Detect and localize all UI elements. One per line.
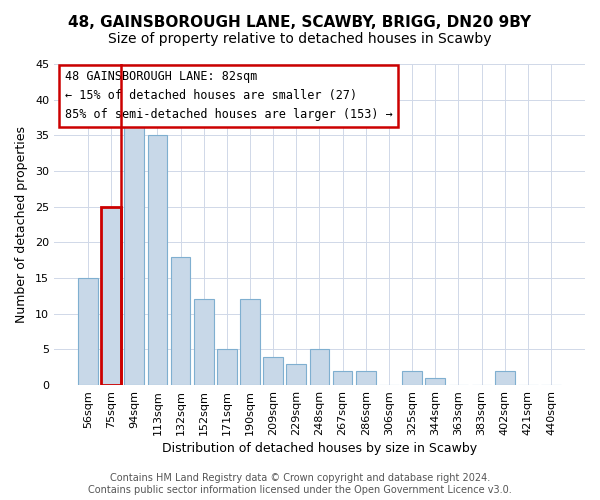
X-axis label: Distribution of detached houses by size in Scawby: Distribution of detached houses by size … — [162, 442, 477, 455]
Text: 48, GAINSBOROUGH LANE, SCAWBY, BRIGG, DN20 9BY: 48, GAINSBOROUGH LANE, SCAWBY, BRIGG, DN… — [68, 15, 532, 30]
Bar — [194, 300, 214, 385]
Bar — [356, 371, 376, 385]
Text: Size of property relative to detached houses in Scawby: Size of property relative to detached ho… — [108, 32, 492, 46]
Bar — [263, 356, 283, 385]
Bar — [425, 378, 445, 385]
Bar — [124, 121, 144, 385]
Bar — [333, 371, 352, 385]
Bar — [101, 206, 121, 385]
Bar — [148, 136, 167, 385]
Bar — [286, 364, 306, 385]
Bar — [402, 371, 422, 385]
Bar — [170, 256, 190, 385]
Text: 48 GAINSBOROUGH LANE: 82sqm
← 15% of detached houses are smaller (27)
85% of sem: 48 GAINSBOROUGH LANE: 82sqm ← 15% of det… — [65, 70, 392, 122]
Bar — [217, 350, 236, 385]
Bar — [240, 300, 260, 385]
Y-axis label: Number of detached properties: Number of detached properties — [15, 126, 28, 323]
Bar — [495, 371, 515, 385]
Text: Contains HM Land Registry data © Crown copyright and database right 2024.
Contai: Contains HM Land Registry data © Crown c… — [88, 474, 512, 495]
Bar — [310, 350, 329, 385]
Bar — [78, 278, 98, 385]
